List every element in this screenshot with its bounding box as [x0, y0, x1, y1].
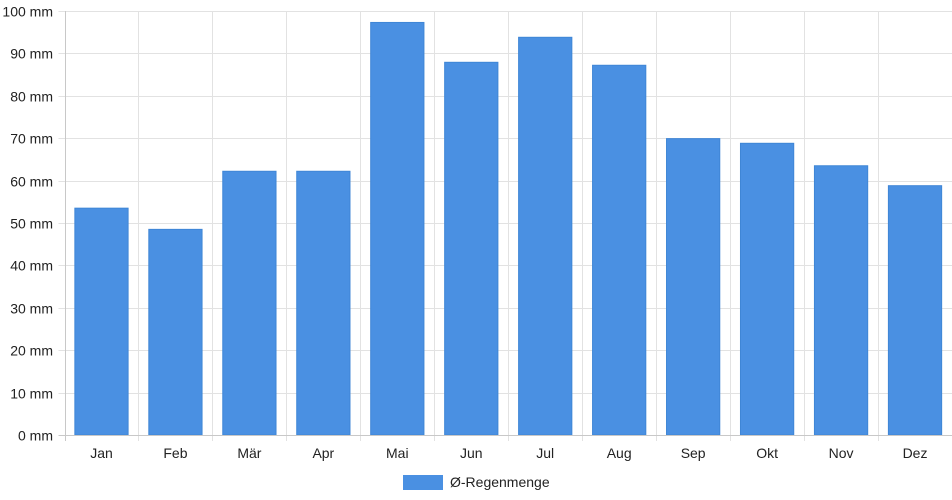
x-tick-label: Feb [163, 445, 187, 461]
bar-okt[interactable] [739, 142, 795, 436]
y-tick-label: 100 mm [2, 4, 53, 20]
x-tick-label: Mai [386, 445, 409, 461]
bar-mär[interactable] [222, 170, 277, 436]
x-tick-label: Apr [312, 445, 334, 461]
y-tick-label: 10 mm [10, 386, 53, 402]
y-tick-labels: 0 mm 10 mm 20 mm 30 mm 40 mm 50 mm 60 mm 70 mm 8… [2, 4, 53, 444]
y-tick-label: 90 mm [10, 46, 53, 62]
y-tick-label: 20 mm [10, 343, 53, 359]
y-tick-label: 40 mm [10, 258, 53, 274]
bar-sep[interactable] [666, 138, 721, 436]
bar-aug[interactable] [592, 64, 647, 436]
bar-nov[interactable] [813, 165, 869, 436]
legend[interactable]: Ø-Regenmenge [403, 474, 550, 490]
bar-jan[interactable] [74, 207, 129, 436]
bar-dez[interactable] [887, 185, 943, 436]
bar-feb[interactable] [148, 228, 203, 436]
x-tick-label: Okt [756, 445, 778, 461]
y-tick-label: 80 mm [10, 89, 53, 105]
x-tick-labels: Jan Feb Mär Apr Mai Jun Jul Aug Sep Okt Nov Dez [90, 445, 927, 461]
bar-mai[interactable] [370, 21, 425, 436]
y-tick-label: 0 mm [18, 428, 53, 444]
x-tick-label: Jun [460, 445, 483, 461]
x-tick-label: Jan [90, 445, 113, 461]
bar-apr[interactable] [296, 170, 351, 436]
x-tick-label: Sep [681, 445, 706, 461]
y-tick-label: 30 mm [10, 301, 53, 317]
grid [58, 11, 952, 441]
x-tick-label: Jul [536, 445, 554, 461]
bar-jun[interactable] [444, 61, 499, 436]
y-tick-label: 70 mm [10, 131, 53, 147]
y-tick-label: 60 mm [10, 174, 53, 190]
bars [74, 21, 943, 436]
bar-jul[interactable] [518, 36, 573, 436]
x-tick-label: Dez [903, 445, 928, 461]
legend-label[interactable]: Ø-Regenmenge [450, 474, 550, 490]
legend-swatch[interactable] [403, 475, 443, 490]
axes [58, 11, 952, 441]
x-tick-label: Mär [237, 445, 261, 461]
x-tick-label: Nov [829, 445, 854, 461]
y-tick-label: 50 mm [10, 216, 53, 232]
x-tick-label: Aug [607, 445, 632, 461]
